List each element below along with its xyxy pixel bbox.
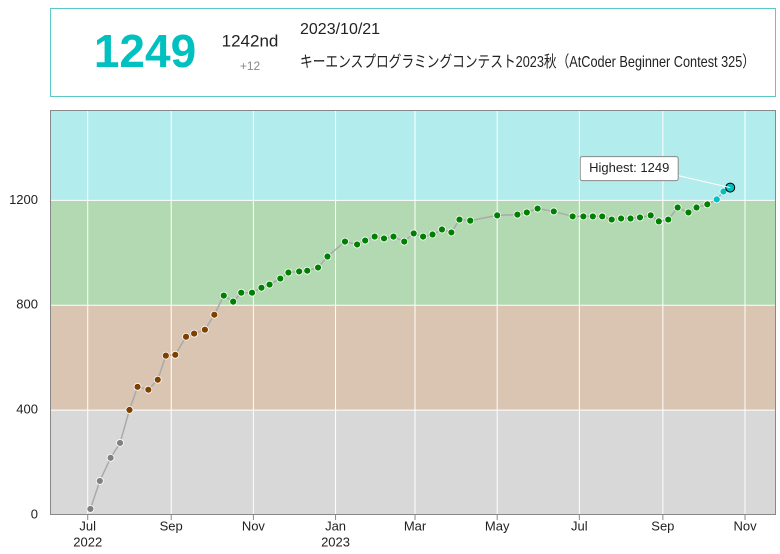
rating-point [719, 187, 728, 196]
rating-point [303, 266, 312, 275]
rating-point [106, 453, 115, 462]
rating-point [466, 216, 475, 225]
rating-point [626, 214, 635, 223]
rating-point [125, 405, 134, 414]
rating-point [646, 211, 655, 220]
y-tick-label: 400 [16, 402, 38, 417]
rating-point [568, 212, 577, 221]
contest-name: キーエンスプログラミングコンテスト2023秋（AtCoder Beginner … [300, 53, 755, 71]
rating-point [361, 236, 370, 245]
rating-point [190, 329, 199, 338]
rating-point [353, 240, 362, 249]
rating-point [182, 332, 190, 341]
x-tick-label: Jul [571, 518, 588, 533]
rating-point [654, 217, 663, 226]
rating-point [133, 382, 142, 391]
rating-point [210, 310, 219, 319]
plot-border [50, 110, 776, 515]
header-box [50, 8, 776, 97]
y-tick-label: 800 [16, 297, 38, 312]
rating-point [617, 214, 626, 223]
x-tick-year: 2022 [73, 534, 102, 549]
rating-point [533, 204, 542, 213]
rating-point [455, 215, 464, 224]
x-tick-label: Mar [404, 518, 427, 533]
x-tick-label: Nov [733, 518, 757, 533]
rating-point [522, 208, 531, 217]
rating-point [161, 351, 170, 360]
rating-point [513, 210, 522, 219]
x-tick-label: Sep [160, 518, 183, 533]
rating-point [144, 385, 153, 394]
rating-point [493, 211, 502, 220]
rating-point [257, 283, 266, 292]
rating-point [579, 212, 588, 221]
rating-point [389, 232, 398, 241]
rating-point [95, 477, 104, 485]
rating-point [153, 375, 162, 384]
rating-point [276, 274, 285, 283]
rating-band [50, 410, 776, 515]
rating-point [549, 207, 558, 216]
rating-point [380, 234, 388, 243]
rating-point [664, 215, 673, 224]
rank: 1242nd [222, 31, 279, 50]
rating-band [50, 110, 776, 201]
rating-point [636, 213, 644, 222]
x-tick-year: 2023 [321, 534, 350, 549]
x-tick-label: Nov [242, 518, 266, 533]
rating-point [200, 325, 209, 334]
rating-point [409, 229, 418, 238]
rating-point [428, 230, 437, 239]
rating-point [438, 225, 446, 234]
rating-point [248, 288, 256, 297]
rating-point [673, 203, 682, 212]
contest-date: 2023/10/21 [300, 21, 380, 38]
annotation-leader [678, 175, 731, 189]
rating-point [400, 237, 409, 246]
rating-point [284, 268, 293, 277]
rating-point [598, 212, 607, 221]
rating-point [237, 288, 246, 297]
rating-band [50, 305, 776, 411]
rating-point [370, 232, 379, 241]
x-tick-label: May [485, 518, 510, 533]
rating-point [265, 280, 274, 289]
rating-point [684, 208, 693, 217]
annotation-box [579, 156, 679, 182]
rating-point [171, 350, 180, 359]
rating-point [588, 212, 597, 221]
rating-point [692, 203, 701, 212]
rating-point [341, 237, 349, 246]
rating-point [712, 195, 721, 204]
annotation: Highest: 1249 [589, 160, 669, 175]
rating-point [447, 228, 456, 237]
rating-point [295, 267, 304, 276]
rating-diff: +12 [240, 59, 261, 73]
rating-point [703, 200, 712, 209]
rating-point [314, 263, 322, 272]
rating-point [607, 215, 616, 224]
x-tick-label: Jul [79, 518, 96, 533]
rating-point [219, 291, 228, 300]
rating-point [86, 505, 95, 513]
rating-point [229, 297, 238, 306]
rating-point [419, 232, 428, 241]
y-tick-label: 1200 [9, 192, 38, 207]
rating-point [116, 439, 124, 447]
x-tick-label: Sep [651, 518, 674, 533]
rating: 1249 [94, 25, 196, 77]
x-tick-label: Jan [325, 518, 346, 533]
rating-point [323, 252, 332, 261]
y-tick-label: 0 [31, 506, 38, 521]
